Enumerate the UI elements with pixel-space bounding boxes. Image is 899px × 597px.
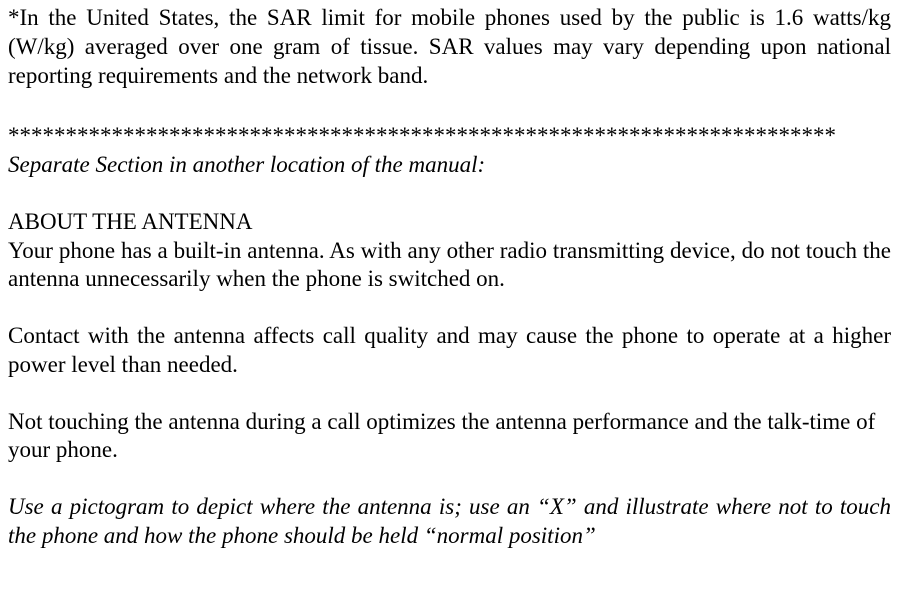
section-divider: ****************************************… <box>8 122 891 151</box>
antenna-paragraph-3: Not touching the antenna during a call o… <box>8 408 891 466</box>
sar-footnote: *In the United States, the SAR limit for… <box>8 4 891 90</box>
antenna-heading: ABOUT THE ANTENNA <box>8 208 891 237</box>
separate-section-note: Separate Section in another location of … <box>8 151 891 180</box>
document-page: *In the United States, the SAR limit for… <box>0 0 899 597</box>
spacer <box>8 180 891 208</box>
spacer <box>8 465 891 493</box>
spacer <box>8 380 891 408</box>
antenna-paragraph-1: Your phone has a built-in antenna. As wi… <box>8 237 891 295</box>
pictogram-instruction: Use a pictogram to depict where the ante… <box>8 493 891 551</box>
spacer <box>8 294 891 322</box>
antenna-paragraph-2: Contact with the antenna affects call qu… <box>8 322 891 380</box>
